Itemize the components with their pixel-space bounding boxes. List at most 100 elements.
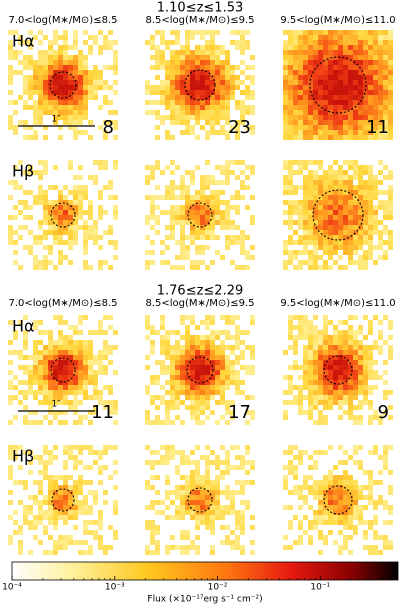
pixel [38,115,43,120]
pixel [288,375,293,380]
pixel [165,195,170,200]
pixel [165,260,170,265]
pixel [308,455,313,460]
pixel [38,120,43,125]
pixel [288,200,293,205]
pixel [378,320,383,325]
pixel [58,255,63,260]
pixel [353,330,358,335]
pixel [33,240,38,245]
pixel [160,395,165,400]
pixel [283,85,288,90]
pixel [358,115,363,120]
pixel [8,50,13,55]
pixel [388,195,393,200]
pixel [308,405,313,410]
pixel [23,85,28,90]
pixel [23,330,28,335]
pixel [363,360,368,365]
pixel [68,360,73,365]
pixel [205,525,210,530]
pixel [195,360,200,365]
pixel [78,445,83,450]
pixel [318,175,323,180]
pixel [145,265,150,270]
pixel [200,200,205,205]
pixel [215,90,220,95]
pixel [388,240,393,245]
pixel [358,245,363,250]
pixel [338,340,343,345]
pixel [88,450,93,455]
pixel [205,245,210,250]
pixel [333,40,338,45]
pixel [288,85,293,90]
pixel [33,395,38,400]
pixel [298,75,303,80]
pixel [145,180,150,185]
pixel [368,490,373,495]
pixel [378,335,383,340]
pixel [180,45,185,50]
pixel [373,190,378,195]
pixel [73,340,78,345]
pixel [358,445,363,450]
pixel [58,485,63,490]
pixel [113,210,118,215]
pixel [250,110,255,115]
pixel [98,510,103,515]
pixel [78,165,83,170]
pixel [210,225,215,230]
pixel [388,215,393,220]
pixel [353,225,358,230]
pixel [150,325,155,330]
pixel [250,95,255,100]
pixel [78,105,83,110]
pixel [108,65,113,70]
pixel [313,75,318,80]
pixel [250,125,255,130]
pixel [185,475,190,480]
pixel [93,395,98,400]
pixel [353,405,358,410]
pixel [33,195,38,200]
pixel [155,215,160,220]
pixel [358,355,363,360]
pixel [240,365,245,370]
pixel [195,520,200,525]
pixel [225,210,230,215]
pixel [225,360,230,365]
pixel [195,75,200,80]
pixel [303,210,308,215]
pixel [343,510,348,515]
pixel [43,530,48,535]
pixel [48,250,53,255]
pixel [343,495,348,500]
pixel [38,185,43,190]
pixel [308,75,313,80]
pixel [195,475,200,480]
pixel [378,70,383,75]
pixel [205,175,210,180]
pixel [293,70,298,75]
pixel [63,505,68,510]
pixel [288,235,293,240]
pixel [313,330,318,335]
pixel [43,500,48,505]
pixel [303,50,308,55]
pixel [308,540,313,545]
pixel [313,185,318,190]
pixel [240,520,245,525]
pixel [53,215,58,220]
pixel [28,30,33,35]
pixel [348,485,353,490]
pixel [323,180,328,185]
pixel [358,265,363,270]
pixel [13,395,18,400]
pixel [160,30,165,35]
pixel [358,465,363,470]
pixel [288,75,293,80]
pixel [240,550,245,555]
pixel [63,55,68,60]
pixel [378,330,383,335]
